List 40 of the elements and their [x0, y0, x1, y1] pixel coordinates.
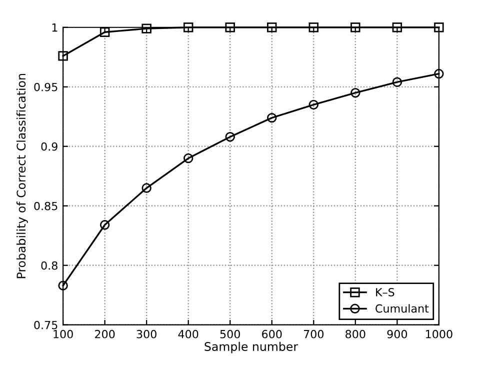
y-tick-label: 0.85 [34, 202, 58, 210]
y-tick-label: 1 [52, 23, 58, 32]
point [434, 22, 444, 32]
point [225, 22, 235, 32]
point [183, 22, 194, 32]
point [267, 22, 277, 32]
point [183, 153, 194, 164]
legend-label: K–S [376, 288, 394, 296]
y-tick-label: 0.75 [34, 320, 58, 330]
point [434, 68, 444, 79]
y-axis-title: Probability of Correct Classification [16, 74, 28, 278]
point [392, 77, 402, 87]
x-axis-title: Sample number [204, 342, 298, 354]
x-tick-label: 800 [346, 330, 366, 338]
point [267, 112, 277, 123]
x-tick-label: 100 [54, 330, 73, 338]
x-tick-label: 500 [220, 330, 240, 338]
point [142, 183, 152, 193]
point [225, 132, 235, 142]
point [350, 22, 360, 32]
x-tick-label: 700 [304, 330, 324, 338]
point [100, 27, 110, 37]
point [58, 51, 68, 61]
x-tick-label: 200 [95, 330, 115, 338]
x-tick-label: 400 [178, 330, 198, 338]
point [308, 100, 318, 110]
point [100, 220, 110, 230]
x-tick-label: 900 [387, 330, 408, 338]
y-tick-label: 0.8 [41, 261, 58, 270]
y-tick-label: 0.9 [41, 142, 58, 151]
point [308, 22, 318, 32]
point [350, 88, 360, 98]
x-tick-label: 600 [262, 330, 282, 338]
x-tick-label: 300 [136, 330, 156, 338]
y-tick-label: 0.95 [34, 82, 58, 92]
x-tick-label: 1000 [426, 330, 452, 338]
legend-label: Cumulant [376, 304, 429, 313]
point [58, 280, 68, 290]
point [142, 24, 152, 34]
point [392, 22, 402, 32]
